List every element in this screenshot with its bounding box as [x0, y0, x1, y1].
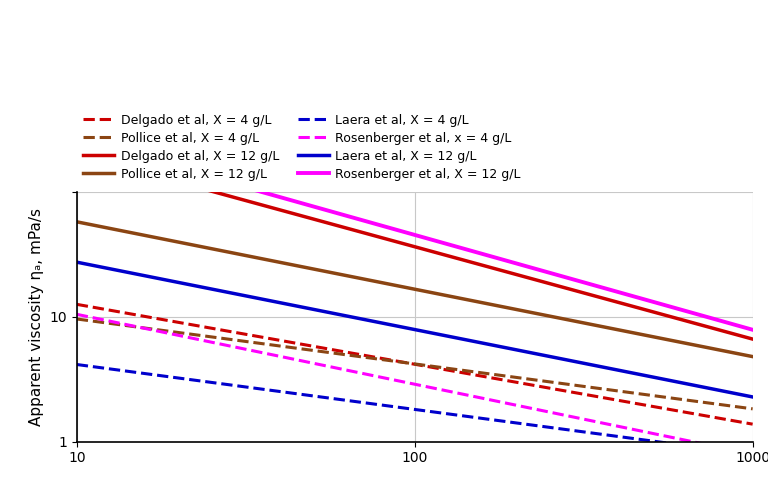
Y-axis label: Apparent viscosity ηₐ, mPa/s: Apparent viscosity ηₐ, mPa/s	[29, 208, 44, 426]
Delgado et al, X = 12 g/L	[72, 152, 81, 157]
Pollice et al, X = 4 g/L	[748, 406, 757, 412]
Laera et al, X = 12 g/L	[475, 339, 484, 345]
Rosenberger et al, X = 12 g/L	[685, 309, 694, 315]
Delgado et al, X = 12 g/L	[74, 152, 84, 158]
Laera et al, X = 12 g/L	[72, 259, 81, 265]
Rosenberger et al, X = 12 g/L	[72, 137, 81, 143]
Laera et al, X = 12 g/L	[74, 260, 84, 265]
Line: Delgado et al, X = 4 g/L: Delgado et al, X = 4 g/L	[77, 304, 753, 424]
Legend: Delgado et al, X = 4 g/L, Pollice et al, X = 4 g/L, Delgado et al, X = 12 g/L, P: Delgado et al, X = 4 g/L, Pollice et al,…	[83, 114, 521, 181]
Delgado et al, X = 4 g/L	[475, 373, 484, 379]
Delgado et al, X = 12 g/L	[486, 264, 495, 270]
Laera et al, X = 4 g/L	[685, 443, 694, 449]
Delgado et al, X = 4 g/L	[472, 372, 482, 378]
Line: Delgado et al, X = 12 g/L: Delgado et al, X = 12 g/L	[77, 155, 753, 339]
Line: Laera et al, X = 12 g/L: Laera et al, X = 12 g/L	[77, 262, 753, 397]
Rosenberger et al, X = 12 g/L	[748, 327, 757, 333]
Laera et al, X = 12 g/L	[685, 382, 694, 387]
Rosenberger et al, X = 12 g/L	[475, 250, 484, 256]
Line: Laera et al, X = 4 g/L: Laera et al, X = 4 g/L	[77, 364, 753, 455]
Pollice et al, X = 4 g/L	[472, 369, 482, 375]
Pollice et al, X = 4 g/L	[685, 397, 694, 403]
Line: Rosenberger et al, X = 12 g/L: Rosenberger et al, X = 12 g/L	[77, 140, 753, 330]
Laera et al, X = 4 g/L	[72, 361, 81, 367]
Rosenberger et al, x = 4 g/L	[486, 397, 495, 403]
Line: Pollice et al, X = 4 g/L: Pollice et al, X = 4 g/L	[77, 319, 753, 409]
Laera et al, X = 12 g/L	[472, 339, 482, 345]
Delgado et al, X = 4 g/L	[642, 402, 651, 408]
Pollice et al, X = 4 g/L	[486, 371, 495, 377]
Delgado et al, X = 12 g/L	[748, 336, 757, 342]
Pollice et al, X = 4 g/L	[74, 316, 84, 322]
Rosenberger et al, x = 4 g/L	[74, 312, 84, 318]
Laera et al, X = 12 g/L	[748, 394, 757, 400]
Delgado et al, X = 4 g/L	[685, 410, 694, 416]
Pollice et al, X = 12 g/L	[475, 299, 484, 305]
Laera et al, X = 4 g/L	[475, 415, 484, 421]
Pollice et al, X = 4 g/L	[475, 370, 484, 375]
Pollice et al, X = 12 g/L	[74, 219, 84, 225]
Rosenberger et al, X = 12 g/L	[642, 297, 651, 303]
Pollice et al, X = 12 g/L	[486, 301, 495, 307]
Rosenberger et al, x = 4 g/L	[748, 451, 757, 457]
Line: Pollice et al, X = 12 g/L: Pollice et al, X = 12 g/L	[77, 222, 753, 357]
Line: Rosenberger et al, x = 4 g/L: Rosenberger et al, x = 4 g/L	[77, 314, 753, 454]
Rosenberger et al, x = 4 g/L	[685, 438, 694, 444]
Pollice et al, X = 12 g/L	[748, 354, 757, 360]
Laera et al, X = 4 g/L	[74, 362, 84, 368]
Rosenberger et al, x = 4 g/L	[472, 394, 482, 400]
Laera et al, X = 4 g/L	[748, 452, 757, 457]
Rosenberger et al, x = 4 g/L	[642, 429, 651, 435]
Pollice et al, X = 12 g/L	[685, 341, 694, 347]
Rosenberger et al, X = 12 g/L	[472, 250, 482, 255]
Rosenberger et al, X = 12 g/L	[74, 138, 84, 144]
Pollice et al, X = 12 g/L	[642, 333, 651, 338]
Rosenberger et al, x = 4 g/L	[72, 312, 81, 317]
Delgado et al, X = 12 g/L	[472, 261, 482, 266]
Delgado et al, X = 4 g/L	[72, 301, 81, 307]
Pollice et al, X = 12 g/L	[472, 299, 482, 304]
Delgado et al, X = 4 g/L	[74, 302, 84, 308]
Delgado et al, X = 12 g/L	[475, 262, 484, 267]
Laera et al, X = 12 g/L	[486, 342, 495, 348]
Rosenberger et al, X = 12 g/L	[486, 253, 495, 259]
Laera et al, X = 4 g/L	[486, 417, 495, 422]
Laera et al, X = 12 g/L	[642, 373, 651, 379]
Pollice et al, X = 4 g/L	[72, 316, 81, 322]
Laera et al, X = 4 g/L	[642, 437, 651, 443]
Delgado et al, X = 4 g/L	[748, 421, 757, 427]
Delgado et al, X = 12 g/L	[642, 307, 651, 313]
Delgado et al, X = 12 g/L	[685, 319, 694, 324]
Laera et al, X = 4 g/L	[472, 415, 482, 420]
Rosenberger et al, x = 4 g/L	[475, 395, 484, 400]
Pollice et al, X = 12 g/L	[72, 219, 81, 225]
Pollice et al, X = 4 g/L	[642, 392, 651, 397]
Delgado et al, X = 4 g/L	[486, 375, 495, 381]
